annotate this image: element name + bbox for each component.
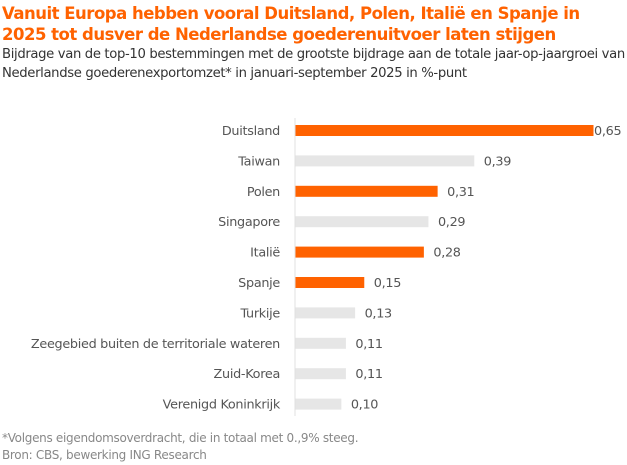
bar-duitsland: [295, 125, 594, 136]
bar-itali-: [295, 246, 424, 258]
bar-polen: [295, 185, 438, 197]
value-label: 0,65: [594, 124, 621, 139]
category-label: Singapore: [218, 215, 280, 230]
bar-zuid-korea: [295, 368, 346, 380]
category-label: Taiwan: [237, 154, 280, 169]
value-label: 0,15: [374, 276, 401, 291]
bar-turkije: [295, 307, 356, 319]
category-label: Spanje: [238, 276, 280, 291]
category-label: Italië: [250, 246, 280, 261]
category-label: Duitsland: [222, 124, 280, 139]
category-label: Turkije: [239, 306, 280, 321]
chart-title: Vanuit Europa hebben vooral Duitsland, P…: [2, 4, 580, 44]
value-label: 0,31: [447, 185, 474, 200]
value-label: 0,39: [484, 154, 511, 169]
value-label: 0,28: [433, 246, 460, 261]
value-label: 0,10: [351, 398, 378, 413]
category-label: Zuid-Korea: [214, 367, 280, 382]
bar-spanje: [295, 277, 365, 288]
chart-subtitle: Bijdrage van de top-10 bestemmingen met …: [2, 47, 625, 81]
bar-taiwan: [295, 155, 475, 167]
bar-verenigd-koninkrijk: [295, 398, 342, 410]
bar-zeegebied-buiten-de-territoriale-wateren: [295, 337, 346, 349]
footnote: *Volgens eigendomsoverdracht, die in tot…: [2, 430, 359, 464]
value-label: 0,29: [438, 215, 465, 230]
bar-singapore: [295, 216, 429, 228]
value-label: 0,11: [355, 337, 382, 352]
value-label: 0,11: [355, 367, 382, 382]
category-label: Zeegebied buiten de territoriale wateren: [31, 337, 280, 352]
footnote-text: *Volgens eigendomsoverdracht, die in tot…: [2, 431, 359, 445]
source-text: Bron: CBS, bewerking ING Research: [2, 448, 207, 462]
value-label: 0,13: [365, 306, 392, 321]
category-label: Verenigd Koninkrijk: [163, 398, 281, 413]
category-label: Polen: [247, 185, 280, 200]
